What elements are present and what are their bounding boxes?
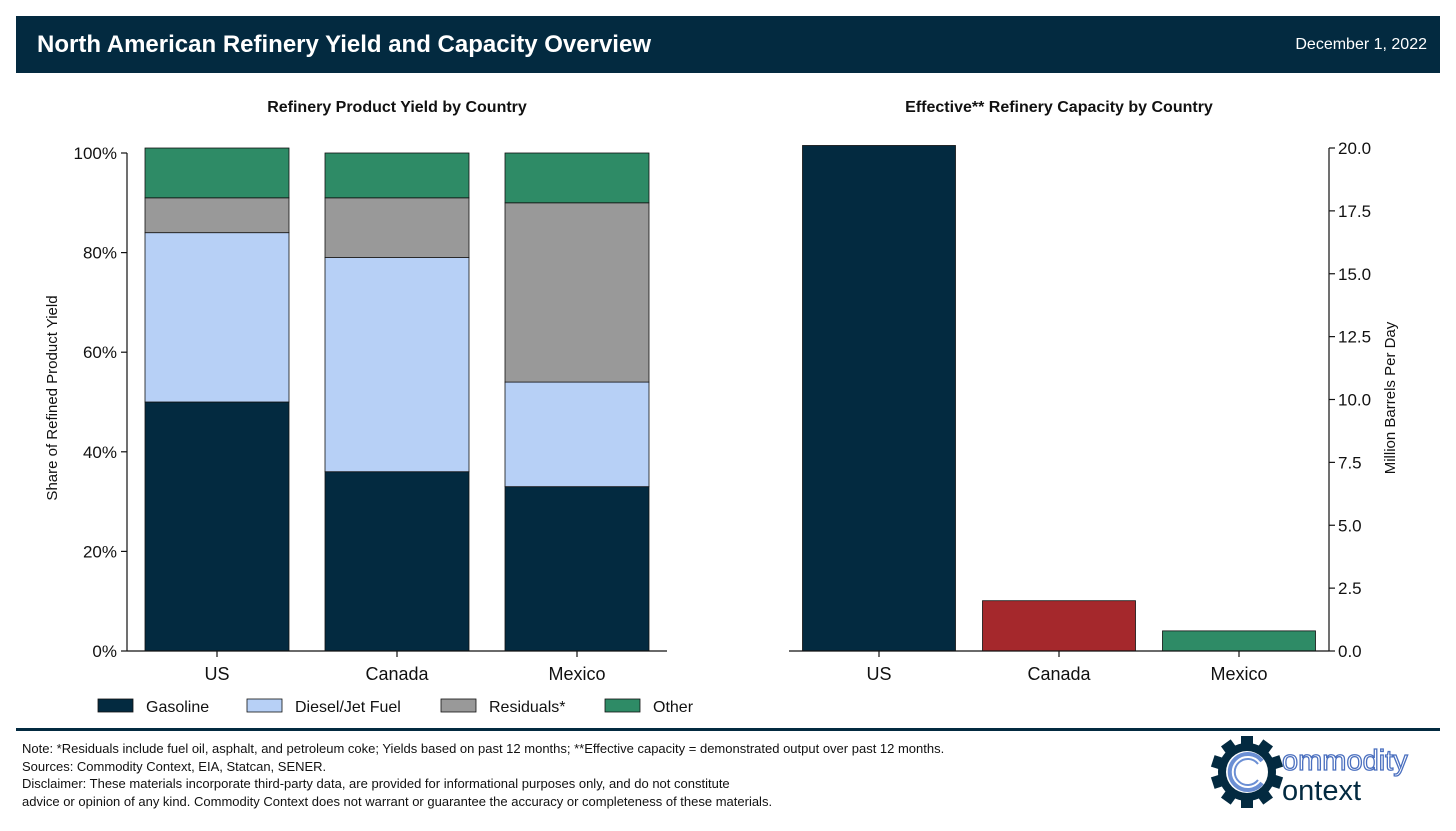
footer-sources: Sources: Commodity Context, EIA, Statcan… — [22, 758, 327, 774]
capacity-y-tick-label: 10.0 — [1338, 391, 1371, 410]
legend-label: Other — [653, 699, 694, 716]
page-title: North American Refinery Yield and Capaci… — [37, 31, 651, 58]
yield-x-tick-label: Canada — [365, 664, 429, 684]
capacity-x-tick-label: US — [866, 664, 891, 684]
yield-x-tick-label: US — [204, 664, 229, 684]
yield-bar-segment — [144, 401, 290, 652]
logo-line1: ommodity — [1282, 745, 1408, 777]
yield-bar-segment — [144, 232, 290, 403]
capacity-bar — [802, 145, 956, 652]
commodity-context-logo: ommodity ontext — [1210, 736, 1409, 808]
yield-bar-segment — [324, 197, 470, 258]
footer-notes: Note: *Residuals include fuel oil, aspha… — [22, 740, 944, 810]
legend-label: Gasoline — [146, 699, 209, 716]
yield-bar-segment — [504, 202, 650, 383]
yield-y-tick-label: 40% — [83, 443, 117, 462]
capacity-y-tick-label: 2.5 — [1338, 579, 1362, 598]
header-bar: North American Refinery Yield and Capaci… — [16, 16, 1440, 73]
yield-bar-segment — [324, 257, 470, 473]
yield-y-tick-label: 100% — [74, 144, 117, 163]
footer-divider — [16, 728, 1440, 731]
capacity-y-tick-label: 12.5 — [1338, 328, 1371, 347]
yield-legend: Gasoline Diesel/Jet Fuel Residuals* Other — [97, 698, 694, 716]
capacity-chart-title: Effective** Refinery Capacity by Country — [905, 99, 1213, 116]
logo-line2: ontext — [1282, 775, 1361, 807]
yield-bar-segment — [504, 486, 650, 652]
capacity-y-tick-label: 7.5 — [1338, 453, 1362, 472]
yield-bar-segment — [144, 197, 290, 234]
yield-x-tick-label: Mexico — [548, 664, 605, 684]
yield-y-tick-label: 80% — [83, 244, 117, 263]
capacity-y-tick-label: 0.0 — [1338, 642, 1362, 661]
capacity-y-tick-label: 15.0 — [1338, 265, 1371, 284]
legend-label: Diesel/Jet Fuel — [295, 699, 401, 716]
yield-chart-ylabel: Share of Refined Product Yield — [44, 295, 61, 500]
capacity-y-tick-label: 20.0 — [1338, 139, 1371, 158]
gear-c-icon — [1210, 736, 1284, 808]
legend-swatch — [604, 698, 641, 713]
legend-swatch — [97, 698, 134, 713]
capacity-x-tick-label: Canada — [1027, 664, 1091, 684]
capacity-chart-ylabel: Million Barrels Per Day — [1382, 321, 1399, 474]
legend-label: Residuals* — [489, 699, 565, 716]
capacity-y-tick-label: 17.5 — [1338, 202, 1371, 221]
report-date: December 1, 2022 — [1295, 36, 1427, 53]
yield-y-tick-label: 20% — [83, 542, 117, 561]
capacity-bar — [982, 600, 1136, 652]
yield-bar-segment — [504, 152, 650, 204]
yield-y-tick-label: 60% — [83, 343, 117, 362]
yield-bar-segment — [324, 471, 470, 652]
yield-bar-segment — [144, 147, 290, 199]
legend-swatch — [246, 698, 283, 713]
footer-disclaimer-line1: Disclaimer: These materials incorporate … — [22, 776, 730, 792]
footer-disclaimer-line2: advice or opinion of any kind. Commodity… — [22, 793, 773, 809]
charts-area: Refinery Product Yield by Country Share … — [44, 99, 1399, 716]
footer-note: Note: *Residuals include fuel oil, aspha… — [22, 741, 945, 756]
capacity-y-tick-label: 5.0 — [1338, 516, 1362, 535]
legend-swatch — [440, 698, 477, 713]
yield-bar-segment — [324, 152, 470, 199]
capacity-chart: Effective** Refinery Capacity by Country… — [789, 99, 1399, 684]
yield-chart-title: Refinery Product Yield by Country — [267, 99, 527, 116]
capacity-bar — [1162, 630, 1316, 652]
yield-y-tick-label: 0% — [92, 642, 117, 661]
capacity-x-tick-label: Mexico — [1210, 664, 1267, 684]
yield-chart: Refinery Product Yield by Country Share … — [44, 99, 667, 684]
yield-bar-segment — [504, 381, 650, 488]
